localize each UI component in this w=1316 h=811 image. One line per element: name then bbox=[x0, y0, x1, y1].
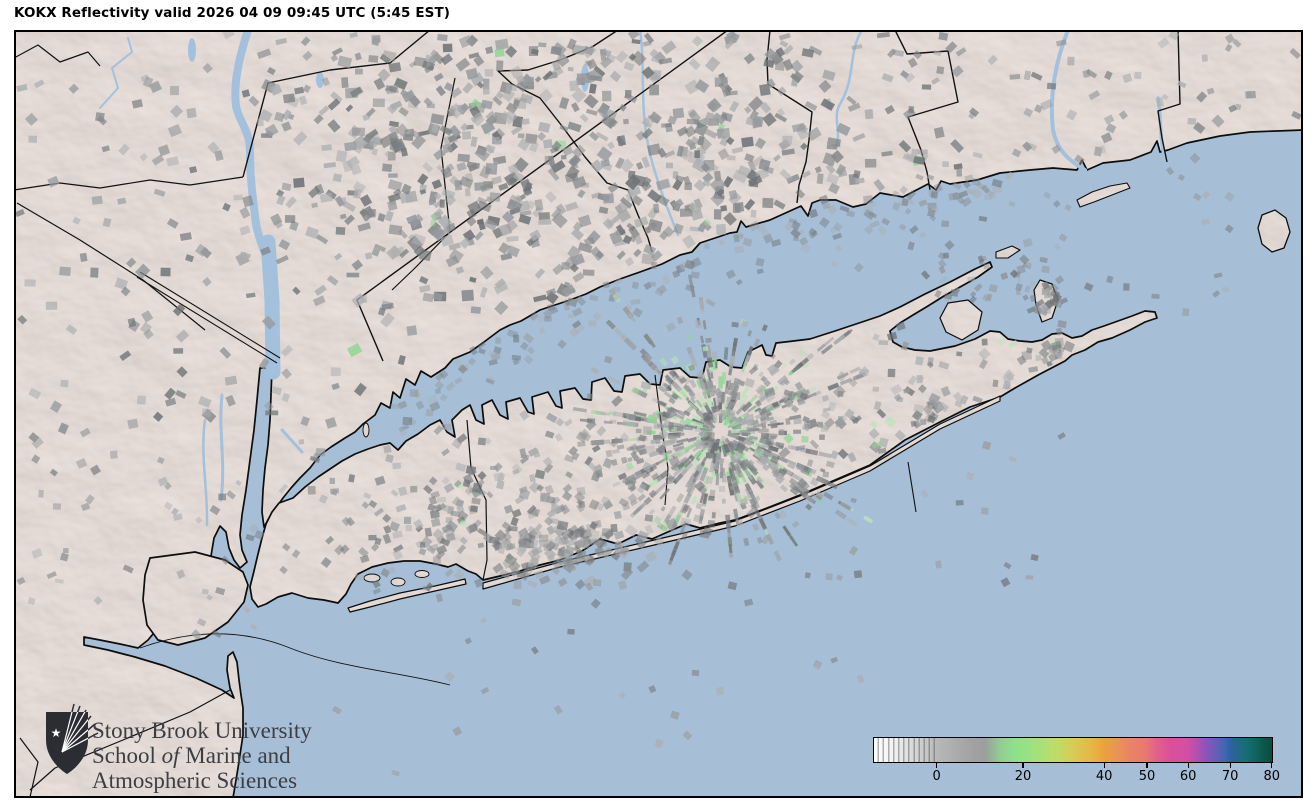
radar-map: ★ Stony Brook University School of Marin… bbox=[14, 30, 1303, 798]
star-icon: ★ bbox=[51, 726, 62, 740]
wallkill-stream bbox=[99, 37, 134, 109]
rockland-county-line bbox=[16, 202, 206, 331]
colorbar-tick-label: 40 bbox=[1095, 769, 1113, 784]
nj-county-line bbox=[29, 689, 231, 791]
hudson-river-tappan-zee bbox=[260, 234, 281, 380]
fishers-island bbox=[1076, 182, 1131, 208]
page-title: KOKX Reflectivity valid 2026 04 09 09:45… bbox=[14, 5, 451, 21]
westchester-county-line bbox=[391, 77, 456, 291]
block-island bbox=[1257, 209, 1291, 253]
putnam-county-line bbox=[242, 30, 431, 178]
colorbar-tick-mark bbox=[1103, 763, 1105, 768]
colorbar-tick-mark bbox=[936, 763, 938, 768]
nj-county-line bbox=[19, 737, 39, 798]
colorbar-tick-mark bbox=[1229, 763, 1231, 768]
branding-line3: Atmospheric Sciences bbox=[92, 768, 297, 793]
map-frame bbox=[14, 30, 1303, 798]
branding-line2: School of Marine and bbox=[92, 743, 291, 768]
colorbar-tick-label: 50 bbox=[1138, 769, 1156, 784]
connecticut-river bbox=[1049, 30, 1087, 172]
ny-nj-state-line bbox=[139, 271, 281, 359]
plum-island bbox=[995, 245, 1021, 259]
ct-county-line bbox=[766, 30, 813, 204]
radar-clutter-layer bbox=[14, 30, 1302, 777]
shelter-island bbox=[939, 299, 983, 341]
ny-nj-state-line bbox=[136, 276, 278, 364]
passaic-river bbox=[202, 418, 209, 527]
colorbar-tick-mark bbox=[1022, 763, 1024, 768]
shield-inner-lines bbox=[61, 712, 88, 753]
colorbar-tick-mark bbox=[1271, 763, 1273, 768]
colorbar-discrete-stripes bbox=[874, 738, 936, 762]
colorbar-tick-label: 60 bbox=[1179, 769, 1197, 784]
colorbar-tick-label: 0 bbox=[932, 769, 941, 784]
lake bbox=[316, 72, 324, 88]
harlem-river bbox=[280, 428, 304, 454]
staten-island bbox=[142, 551, 249, 646]
rockaway-spit bbox=[347, 578, 467, 613]
colorbar-gradient bbox=[873, 737, 1273, 763]
reflectivity-colorbar: 0 20 40 50 60 70 80 bbox=[873, 737, 1280, 785]
lake bbox=[188, 38, 196, 62]
branding-line1: Stony Brook University bbox=[92, 718, 312, 743]
queens-nassau-line bbox=[466, 419, 488, 581]
ship-channel-line bbox=[139, 633, 451, 686]
ct-ri-state-line bbox=[1157, 30, 1181, 163]
li-town-line bbox=[907, 461, 917, 513]
marsh-island bbox=[414, 570, 430, 578]
mainland-coast bbox=[14, 30, 1303, 798]
map-canvas: ★ Stony Brook University School of Marin… bbox=[14, 30, 1303, 798]
colorbar-tick-label: 80 bbox=[1263, 769, 1281, 784]
colorbar-tick-mark bbox=[1146, 763, 1148, 768]
branding-logo: ★ Stony Brook University School of Marin… bbox=[46, 703, 312, 793]
colorbar-tick-mark bbox=[1187, 763, 1189, 768]
hackensack-river bbox=[219, 393, 225, 502]
colorbar-tick-label: 70 bbox=[1221, 769, 1239, 784]
upstate-county-line bbox=[14, 44, 101, 67]
city-island bbox=[362, 422, 370, 438]
marsh-island bbox=[390, 577, 406, 587]
colorbar-tick-label: 20 bbox=[1014, 769, 1032, 784]
